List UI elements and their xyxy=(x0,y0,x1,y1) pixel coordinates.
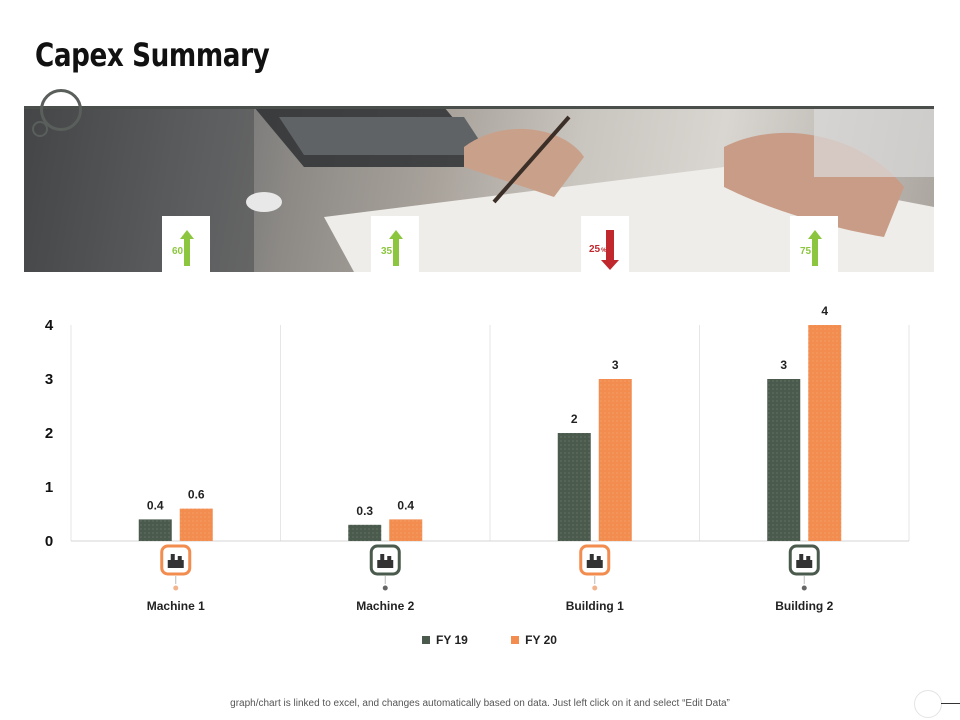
indicator-building-1: 25% xyxy=(581,216,629,272)
data-label: 2 xyxy=(571,412,578,426)
header-photo xyxy=(24,107,934,272)
photo-illustration xyxy=(24,107,934,272)
arrow-down-icon xyxy=(601,230,619,270)
bar-fy20-machine-2 xyxy=(389,519,423,541)
arrow-up-icon xyxy=(389,230,403,266)
y-tick-label: 0 xyxy=(45,533,53,550)
arrow-up-icon xyxy=(180,230,194,266)
data-label: 0.3 xyxy=(356,504,373,518)
corner-line xyxy=(941,703,960,704)
data-label: 3 xyxy=(612,358,619,372)
corner-decoration xyxy=(914,690,942,718)
arrow-up-icon xyxy=(808,230,822,266)
bar-fy20-machine-1 xyxy=(179,508,213,541)
category-label: Building 2 xyxy=(775,599,833,613)
bar-fy20-building-2 xyxy=(808,325,842,541)
data-label: 3 xyxy=(780,358,787,372)
legend-swatch-fy20 xyxy=(511,635,520,644)
factory-icon xyxy=(167,554,184,568)
indicator-machine-2: 35% xyxy=(371,216,419,272)
y-tick-label: 1 xyxy=(45,479,53,496)
chart-legend: FY 19 FY 20 xyxy=(422,632,557,647)
indicator-value: 35% xyxy=(381,246,399,257)
bar-fy19-machine-2 xyxy=(348,524,382,541)
category-label: Building 1 xyxy=(566,599,624,613)
buildings-icon xyxy=(796,554,813,568)
category-label: Machine 2 xyxy=(356,599,414,613)
icon-stem-dot xyxy=(592,585,598,591)
bar-fy19-building-2 xyxy=(767,379,801,541)
legend-swatch-fy19 xyxy=(422,635,430,644)
icon-stem-dot xyxy=(382,585,388,591)
building-icon xyxy=(586,554,603,568)
category-label: Machine 1 xyxy=(147,599,205,613)
footnote: graph/chart is linked to excel, and chan… xyxy=(230,698,730,709)
decorative-ring-small xyxy=(32,121,48,137)
bar-fy19-building-1 xyxy=(557,433,591,541)
decorative-ring-large xyxy=(40,89,82,131)
data-label: 4 xyxy=(821,304,828,318)
data-label: 0.4 xyxy=(397,498,414,512)
bar-fy20-building-1 xyxy=(598,379,632,541)
y-tick-label: 4 xyxy=(45,317,54,334)
legend-label-fy19: FY 19 xyxy=(436,632,468,647)
indicator-value: 75% xyxy=(800,246,818,257)
data-label: 0.4 xyxy=(147,498,164,512)
icon-stem-dot xyxy=(801,585,807,591)
page-title: Capex Summary xyxy=(35,36,270,74)
y-tick-label: 3 xyxy=(45,371,53,388)
indicator-machine-1: 60% xyxy=(162,216,210,272)
indicator-value: 25% xyxy=(589,244,607,255)
header-divider xyxy=(24,106,934,109)
legend-label-fy20: FY 20 xyxy=(525,632,557,647)
y-tick-label: 2 xyxy=(45,425,53,442)
machine-icon xyxy=(377,554,394,568)
bar-fy19-machine-1 xyxy=(138,519,172,541)
indicator-building-2: 75% xyxy=(790,216,838,272)
data-label: 0.6 xyxy=(188,488,205,502)
icon-stem-dot xyxy=(173,585,179,591)
indicator-value: 60% xyxy=(172,246,190,257)
